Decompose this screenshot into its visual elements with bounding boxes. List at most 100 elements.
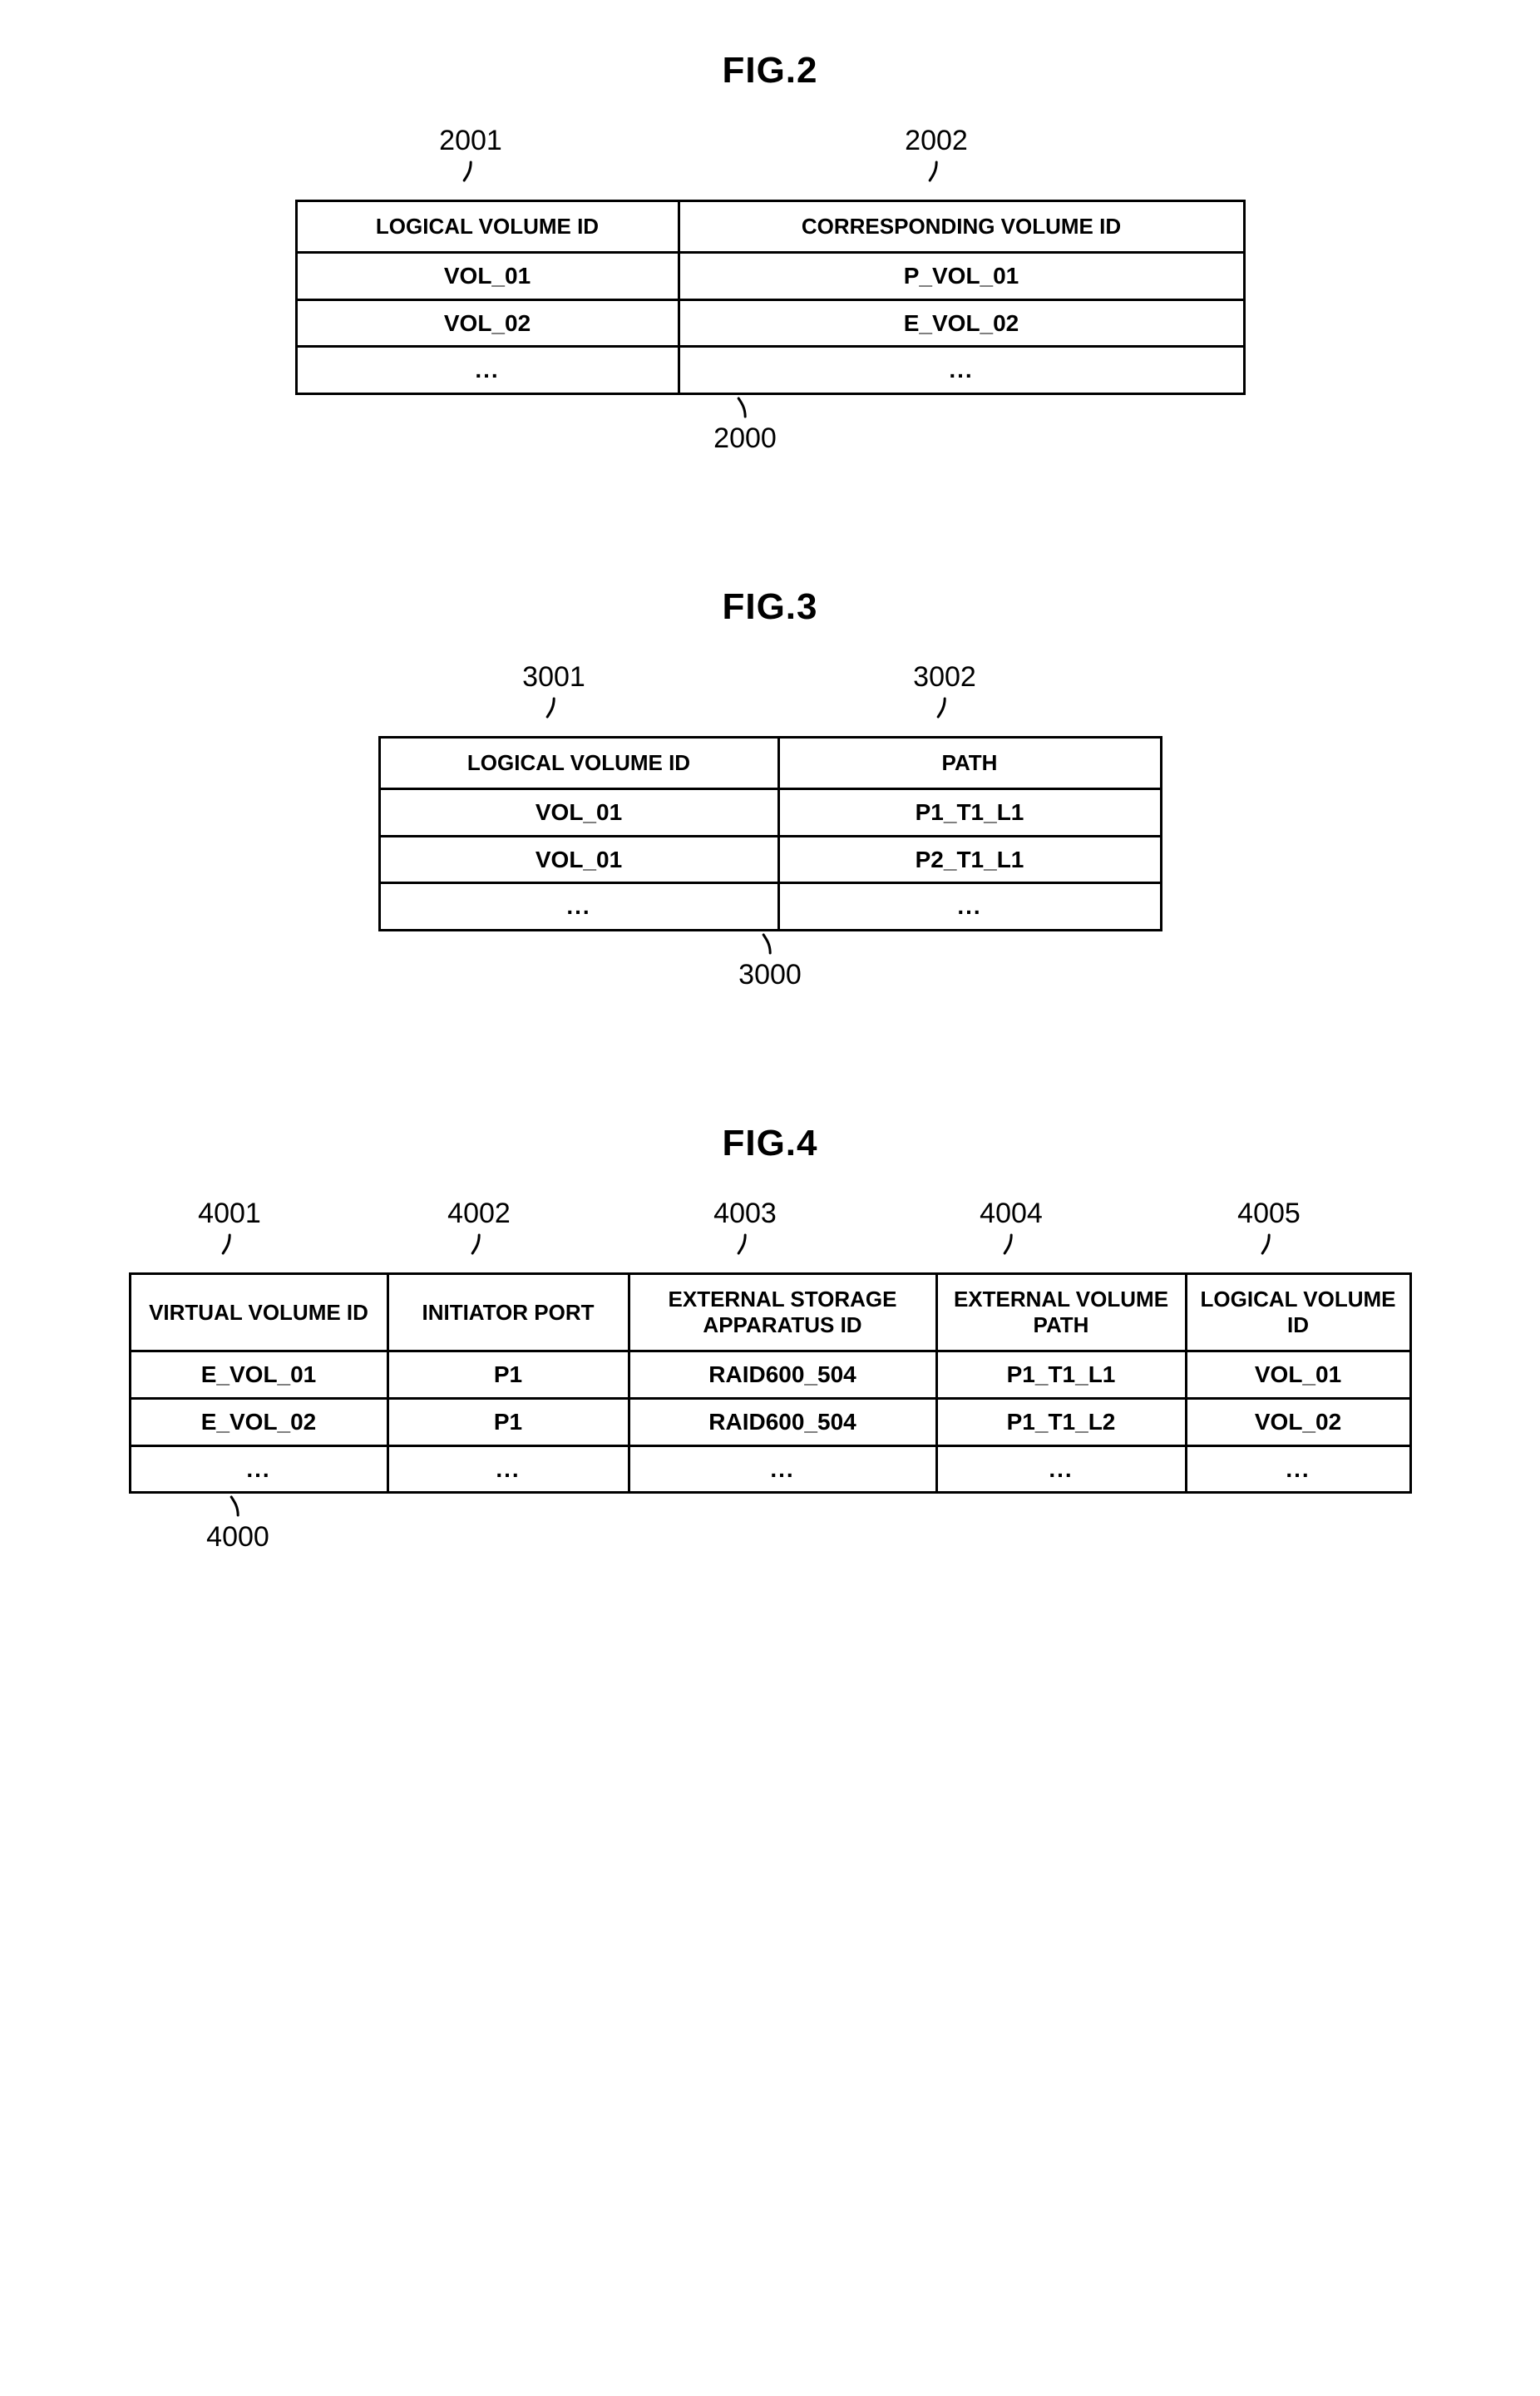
table-row: E_VOL_01P1RAID600_504P1_T1_L1VOL_01 bbox=[130, 1351, 1410, 1399]
callout-hook-icon bbox=[735, 1233, 755, 1259]
figure-2-table: LOGICAL VOLUME IDCORRESPONDING VOLUME ID… bbox=[295, 200, 1246, 395]
figure-2-title: FIG.2 bbox=[33, 50, 1507, 91]
table-cell: E_VOL_01 bbox=[130, 1351, 387, 1399]
table-header-row: LOGICAL VOLUME IDPATH bbox=[379, 737, 1161, 788]
callout-label: 4002 bbox=[447, 1198, 511, 1230]
table-header-cell: CORRESPONDING VOLUME ID bbox=[679, 201, 1244, 253]
callout-hook-icon bbox=[935, 697, 955, 723]
table-cell: P_VOL_01 bbox=[679, 253, 1244, 300]
table-cell: VOL_02 bbox=[1186, 1398, 1410, 1445]
column-callout: 2002 bbox=[905, 125, 968, 191]
table-header-row: LOGICAL VOLUME IDCORRESPONDING VOLUME ID bbox=[296, 201, 1244, 253]
callout-hook-icon bbox=[926, 161, 946, 186]
table-header-cell: LOGICAL VOLUME ID bbox=[1186, 1273, 1410, 1351]
callout-hook-icon bbox=[1001, 1233, 1021, 1259]
figure-2-table-wrap: LOGICAL VOLUME IDCORRESPONDING VOLUME ID… bbox=[33, 200, 1507, 395]
callout-label: 4001 bbox=[198, 1198, 261, 1230]
table-cell: VOL_01 bbox=[379, 836, 778, 883]
table-cell: RAID600_504 bbox=[629, 1398, 936, 1445]
callout-hook-icon bbox=[1259, 1233, 1279, 1259]
table-row: ...... bbox=[296, 347, 1244, 394]
figure-3-title: FIG.3 bbox=[33, 586, 1507, 628]
figure-2-callouts-top: 2001 2002 bbox=[296, 125, 1244, 200]
table-callout: 4000 bbox=[206, 1494, 269, 1554]
table-cell: ... bbox=[296, 347, 679, 394]
callout-label: 4003 bbox=[713, 1198, 777, 1230]
table-cell: VOL_01 bbox=[296, 253, 679, 300]
callout-label: 4004 bbox=[980, 1198, 1043, 1230]
figure-3: FIG.3 30013002 LOGICAL VOLUME IDPATHVOL_… bbox=[33, 586, 1507, 1006]
callout-label: 4005 bbox=[1237, 1198, 1301, 1230]
column-callout: 4001 bbox=[198, 1198, 261, 1264]
table-row: VOL_01P_VOL_01 bbox=[296, 253, 1244, 300]
table-row: VOL_01P1_T1_L1 bbox=[379, 789, 1161, 837]
table-cell: ... bbox=[1186, 1445, 1410, 1493]
callout-hook-icon bbox=[469, 1233, 489, 1259]
table-cell: VOL_01 bbox=[379, 789, 778, 837]
table-row: VOL_02E_VOL_02 bbox=[296, 299, 1244, 347]
figure-4-callout-bottom-wrap: 4000 bbox=[130, 1494, 1410, 1569]
table-cell: P1_T1_L2 bbox=[936, 1398, 1186, 1445]
callout-label: 2001 bbox=[439, 125, 502, 157]
column-callout: 2001 bbox=[439, 125, 502, 191]
table-cell: E_VOL_02 bbox=[130, 1398, 387, 1445]
table-cell: VOL_02 bbox=[296, 299, 679, 347]
table-header-row: VIRTUAL VOLUME IDINITIATOR PORTEXTERNAL … bbox=[130, 1273, 1410, 1351]
table-header-cell: LOGICAL VOLUME ID bbox=[296, 201, 679, 253]
table-cell: ... bbox=[936, 1445, 1186, 1493]
callout-hook-icon bbox=[713, 395, 777, 421]
table-cell: P1_T1_L1 bbox=[778, 789, 1161, 837]
table-cell: ... bbox=[778, 883, 1161, 931]
column-callout: 4004 bbox=[980, 1198, 1043, 1264]
figure-4-callouts-top: 4001 4002 4003 4004 4005 bbox=[130, 1198, 1410, 1272]
table-cell: P1_T1_L1 bbox=[936, 1351, 1186, 1399]
callout-label: 2000 bbox=[713, 422, 777, 454]
figure-3-table-wrap: LOGICAL VOLUME IDPATHVOL_01P1_T1_L1VOL_0… bbox=[33, 736, 1507, 931]
column-callout: 4003 bbox=[713, 1198, 777, 1264]
column-callout: 4005 bbox=[1237, 1198, 1301, 1264]
figure-3-callouts-top: 3001 3002 bbox=[379, 661, 1161, 736]
callout-hook-icon bbox=[738, 931, 802, 957]
table-cell: P1 bbox=[387, 1351, 629, 1399]
figure-2-callout-bottom-wrap: 2000 bbox=[296, 395, 1244, 470]
column-callout: 3001 bbox=[522, 661, 585, 728]
callout-label: 4000 bbox=[206, 1521, 269, 1553]
table-header-cell: PATH bbox=[778, 737, 1161, 788]
callout-hook-icon bbox=[220, 1233, 239, 1259]
callout-hook-icon bbox=[461, 161, 481, 186]
table-row: E_VOL_02P1RAID600_504P1_T1_L2VOL_02 bbox=[130, 1398, 1410, 1445]
callout-label: 2002 bbox=[905, 125, 968, 157]
table-cell: P2_T1_L1 bbox=[778, 836, 1161, 883]
table-row: ...... bbox=[379, 883, 1161, 931]
callout-label: 3001 bbox=[522, 661, 585, 694]
callout-label: 3000 bbox=[738, 959, 802, 991]
table-cell: ... bbox=[130, 1445, 387, 1493]
figure-3-table: LOGICAL VOLUME IDPATHVOL_01P1_T1_L1VOL_0… bbox=[378, 736, 1162, 931]
figure-4: FIG.4 4001 4002 4003 4004 4005 VIRTUAL VOLUM… bbox=[33, 1123, 1507, 1569]
figure-3-callout-bottom-wrap: 3000 bbox=[379, 931, 1161, 1006]
table-callout: 3000 bbox=[738, 931, 802, 991]
callout-label: 3002 bbox=[913, 661, 976, 694]
callout-hook-icon bbox=[544, 697, 564, 723]
table-header-cell: EXTERNAL STORAGE APPARATUS ID bbox=[629, 1273, 936, 1351]
table-cell: ... bbox=[629, 1445, 936, 1493]
table-cell: ... bbox=[679, 347, 1244, 394]
table-row: VOL_01P2_T1_L1 bbox=[379, 836, 1161, 883]
table-cell: ... bbox=[379, 883, 778, 931]
figure-4-title: FIG.4 bbox=[33, 1123, 1507, 1164]
table-row: ............... bbox=[130, 1445, 1410, 1493]
figure-4-table-wrap: VIRTUAL VOLUME IDINITIATOR PORTEXTERNAL … bbox=[33, 1272, 1507, 1494]
column-callout: 4002 bbox=[447, 1198, 511, 1264]
table-cell: RAID600_504 bbox=[629, 1351, 936, 1399]
table-cell: E_VOL_02 bbox=[679, 299, 1244, 347]
table-header-cell: VIRTUAL VOLUME ID bbox=[130, 1273, 387, 1351]
table-cell: VOL_01 bbox=[1186, 1351, 1410, 1399]
table-header-cell: EXTERNAL VOLUME PATH bbox=[936, 1273, 1186, 1351]
table-callout: 2000 bbox=[713, 395, 777, 455]
table-header-cell: LOGICAL VOLUME ID bbox=[379, 737, 778, 788]
figure-4-table: VIRTUAL VOLUME IDINITIATOR PORTEXTERNAL … bbox=[129, 1272, 1412, 1494]
callout-hook-icon bbox=[206, 1494, 269, 1519]
table-cell: P1 bbox=[387, 1398, 629, 1445]
figure-2: FIG.2 2001 2002 LOGICAL VOLUME IDCORRESPO… bbox=[33, 50, 1507, 470]
column-callout: 3002 bbox=[913, 661, 976, 728]
